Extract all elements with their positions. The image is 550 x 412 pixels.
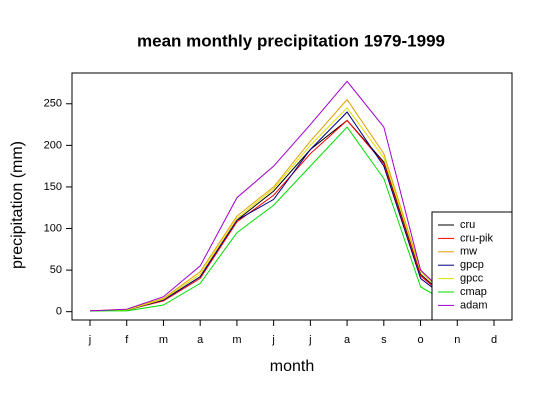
x-tick-label: s [381, 334, 387, 346]
y-tick-label: 0 [56, 306, 62, 318]
y-tick-label: 250 [44, 98, 62, 110]
legend-label: cru-pik [460, 232, 494, 244]
series-line [89, 107, 495, 312]
y-tick-label: 150 [44, 181, 62, 193]
x-tick-label: j [88, 334, 91, 346]
legend-label: gpcp [460, 259, 484, 271]
y-axis-title: precipitation (mm) [9, 141, 26, 269]
x-tick-label: n [454, 334, 460, 346]
chart-title: mean monthly precipitation 1979-1999 [137, 31, 445, 50]
x-tick-label: j [271, 334, 274, 346]
legend-label: cmap [460, 286, 487, 298]
y-tick-label: 50 [50, 264, 62, 276]
series-line [89, 80, 495, 312]
x-tick-label: j [308, 334, 311, 346]
x-tick-label: o [417, 334, 423, 346]
legend-box [431, 211, 513, 321]
y-tick-label: 100 [44, 222, 62, 234]
legend-label: gpcc [460, 273, 484, 285]
x-tick-label: f [125, 334, 129, 346]
x-tick-label: m [159, 334, 168, 346]
y-tick-label: 200 [44, 139, 62, 151]
series-line [89, 111, 495, 312]
x-tick-label: a [344, 334, 351, 346]
legend-label: adam [460, 299, 488, 311]
x-tick-label: a [197, 334, 204, 346]
x-tick-label: d [491, 334, 497, 346]
x-tick-label: m [232, 334, 241, 346]
series-line [90, 126, 495, 312]
plot-frame [71, 72, 513, 321]
legend-label: mw [460, 246, 477, 258]
legend-label: cru [460, 219, 475, 231]
x-axis-title: month [270, 358, 314, 375]
